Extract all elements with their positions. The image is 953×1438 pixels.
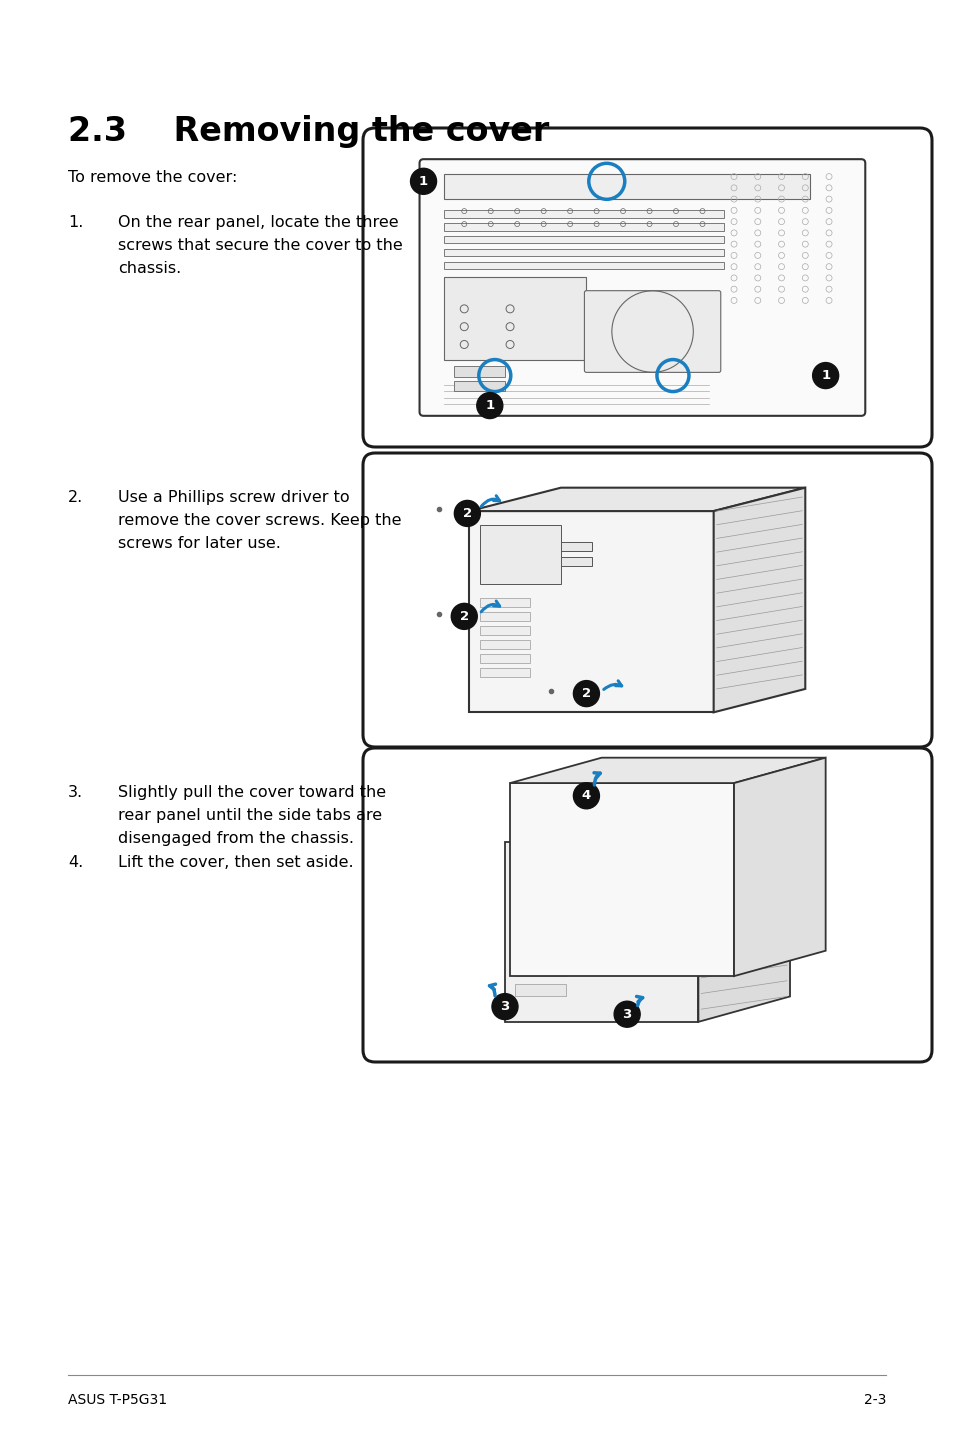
Polygon shape [713, 487, 804, 712]
Text: 1.: 1. [68, 216, 83, 230]
Text: To remove the cover:: To remove the cover: [68, 170, 237, 186]
Text: Use a Phillips screw driver to
remove the cover screws. Keep the
screws for late: Use a Phillips screw driver to remove th… [118, 490, 401, 551]
FancyBboxPatch shape [479, 611, 530, 621]
Text: 2.3    Removing the cover: 2.3 Removing the cover [68, 115, 549, 148]
Circle shape [451, 604, 476, 630]
FancyBboxPatch shape [584, 290, 720, 372]
FancyBboxPatch shape [363, 453, 931, 746]
FancyBboxPatch shape [479, 654, 530, 663]
FancyBboxPatch shape [515, 963, 565, 976]
Circle shape [492, 994, 517, 1020]
Polygon shape [510, 784, 733, 976]
FancyBboxPatch shape [443, 223, 723, 230]
Text: 4: 4 [581, 789, 591, 802]
Circle shape [812, 362, 838, 388]
FancyBboxPatch shape [515, 984, 565, 997]
FancyBboxPatch shape [443, 278, 586, 360]
FancyBboxPatch shape [454, 367, 504, 377]
FancyBboxPatch shape [515, 923, 565, 936]
FancyBboxPatch shape [479, 626, 530, 636]
FancyBboxPatch shape [515, 943, 565, 956]
Text: 2-3: 2-3 [862, 1393, 885, 1406]
Text: 1: 1 [485, 400, 494, 413]
FancyBboxPatch shape [363, 748, 931, 1063]
Text: 2: 2 [462, 508, 472, 521]
Polygon shape [698, 817, 789, 1022]
FancyBboxPatch shape [443, 249, 723, 256]
Text: 2.: 2. [68, 490, 83, 505]
FancyBboxPatch shape [443, 210, 723, 217]
FancyBboxPatch shape [479, 525, 560, 584]
Text: 2: 2 [459, 610, 468, 623]
Text: On the rear panel, locate the three
screws that secure the cover to the
chassis.: On the rear panel, locate the three scre… [118, 216, 402, 276]
FancyBboxPatch shape [489, 557, 591, 567]
Text: Slightly pull the cover toward the
rear panel until the side tabs are
disengaged: Slightly pull the cover toward the rear … [118, 785, 386, 846]
Polygon shape [733, 758, 824, 976]
Circle shape [614, 1001, 639, 1027]
Text: 3.: 3. [68, 785, 83, 800]
Circle shape [454, 500, 480, 526]
Circle shape [410, 168, 436, 194]
Polygon shape [504, 841, 698, 1022]
FancyBboxPatch shape [443, 174, 809, 200]
Text: 2: 2 [581, 687, 590, 700]
Text: Lift the cover, then set aside.: Lift the cover, then set aside. [118, 856, 354, 870]
Text: 1: 1 [418, 175, 428, 188]
Text: 4.: 4. [68, 856, 83, 870]
Circle shape [573, 782, 598, 808]
FancyBboxPatch shape [479, 640, 530, 649]
Text: ASUS T-P5G31: ASUS T-P5G31 [68, 1393, 167, 1406]
FancyBboxPatch shape [443, 262, 723, 269]
Circle shape [476, 393, 502, 418]
FancyBboxPatch shape [479, 598, 530, 607]
FancyBboxPatch shape [454, 381, 504, 391]
FancyBboxPatch shape [489, 542, 591, 551]
Polygon shape [469, 510, 713, 712]
Text: 3: 3 [499, 999, 509, 1014]
FancyBboxPatch shape [443, 236, 723, 243]
Polygon shape [469, 487, 804, 510]
Text: 1: 1 [821, 370, 829, 383]
FancyBboxPatch shape [479, 667, 530, 677]
FancyBboxPatch shape [363, 128, 931, 447]
Text: 3: 3 [622, 1008, 631, 1021]
Circle shape [573, 680, 598, 706]
Polygon shape [510, 758, 824, 784]
FancyBboxPatch shape [419, 160, 864, 416]
